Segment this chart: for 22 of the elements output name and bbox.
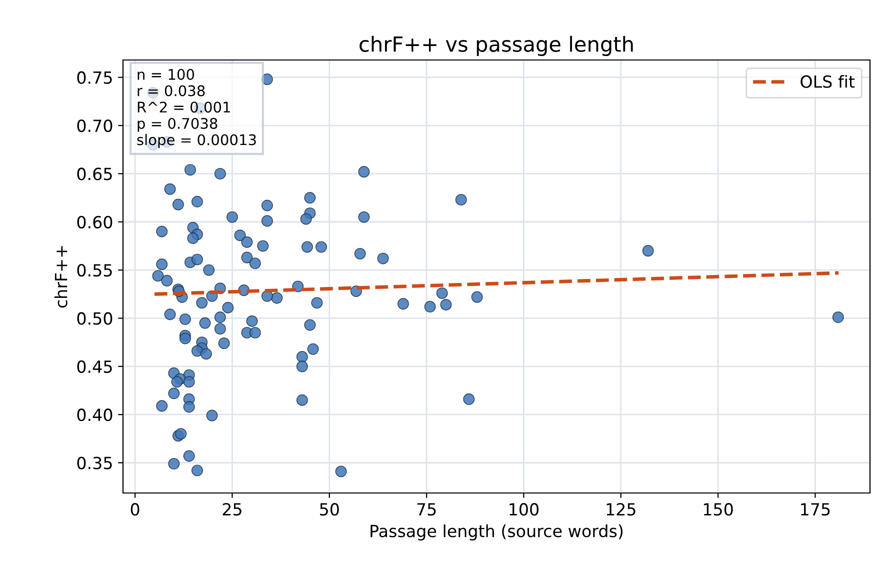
y-axis-title: chrF++	[54, 246, 68, 308]
x-tick-label: 175	[801, 503, 830, 516]
chart-title: chrF++ vs passage length	[360, 36, 633, 56]
y-tick-label: 0.70	[77, 119, 112, 132]
y-tick-label: 0.60	[77, 216, 112, 228]
y-tick-label: 0.45	[77, 360, 112, 373]
x-tick-label: 0	[130, 503, 140, 516]
x-tick-label: 75	[417, 503, 436, 516]
y-tick-label: 0.75	[77, 71, 112, 84]
x-tick-label: 150	[704, 503, 733, 516]
y-tick-label: 0.40	[77, 408, 112, 422]
x-tick-label: 50	[320, 503, 339, 516]
legend-label: OLS fit	[800, 75, 855, 88]
x-axis-title: Passage length (source words)	[370, 524, 623, 541]
x-tick-label: 25	[222, 503, 242, 516]
y-tick-label: 0.50	[77, 312, 112, 325]
y-tick-label: 0.65	[77, 168, 112, 180]
annotation: n = 100 r = 0.038 R^2 = 0.001 p = 0.7038 slope = 0.00013	[137, 68, 256, 148]
y-tick-label: 0.55	[77, 264, 112, 277]
x-tick-label: 100	[510, 503, 539, 516]
y-tick-label: 0.35	[77, 456, 112, 470]
x-tick-label: 125	[606, 503, 636, 516]
